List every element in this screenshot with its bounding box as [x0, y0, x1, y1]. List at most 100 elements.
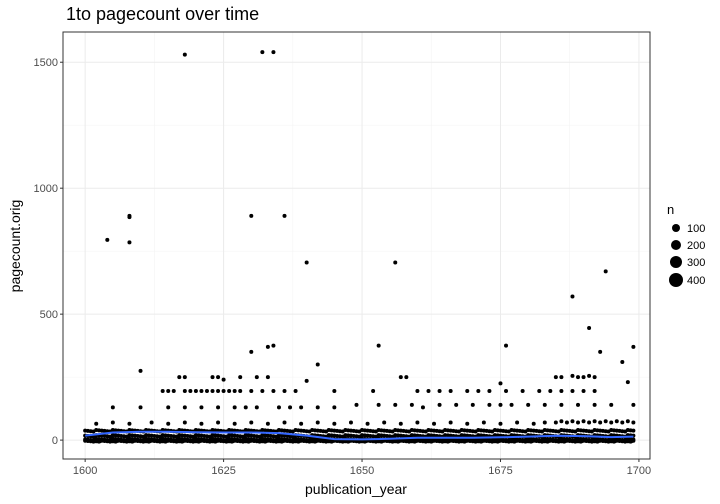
data-point	[182, 388, 187, 393]
data-point	[127, 240, 132, 245]
data-point	[581, 375, 586, 380]
data-point	[221, 377, 226, 382]
data-point	[592, 388, 597, 393]
data-point	[204, 388, 209, 393]
data-point	[420, 405, 425, 410]
data-point	[548, 388, 553, 393]
data-point	[398, 375, 403, 380]
data-point	[559, 402, 564, 407]
data-point	[304, 378, 309, 383]
data-point	[592, 419, 597, 424]
y-axis-ticks: 0 500 1000 1500	[34, 57, 63, 447]
data-point	[504, 388, 509, 393]
data-point	[110, 405, 115, 410]
data-point	[620, 360, 625, 365]
data-point	[160, 388, 165, 393]
data-point	[182, 405, 187, 410]
data-point	[299, 405, 304, 410]
data-point	[293, 388, 298, 393]
data-point	[166, 388, 171, 393]
data-point	[537, 388, 542, 393]
data-point	[127, 421, 132, 426]
band-point	[631, 438, 636, 443]
data-point	[332, 421, 337, 426]
data-point	[620, 420, 625, 425]
data-point	[581, 419, 586, 424]
data-point	[177, 375, 182, 380]
data-point	[398, 421, 403, 426]
data-point	[542, 420, 547, 425]
data-point	[437, 402, 442, 407]
data-point	[243, 405, 248, 410]
y-tick-label: 0	[52, 435, 58, 447]
data-point	[216, 375, 221, 380]
data-point	[199, 388, 204, 393]
data-point	[432, 421, 437, 426]
data-point	[581, 388, 586, 393]
data-point	[166, 421, 171, 426]
data-point	[216, 388, 221, 393]
data-point	[487, 402, 492, 407]
data-point	[603, 269, 608, 274]
data-point	[393, 402, 398, 407]
panel-background	[63, 32, 650, 459]
x-tick-label: 1675	[488, 465, 512, 477]
y-tick-label: 500	[40, 309, 58, 321]
data-point	[404, 375, 409, 380]
data-point	[481, 420, 486, 425]
data-point	[249, 349, 254, 354]
data-point	[249, 420, 254, 425]
data-point	[448, 388, 453, 393]
band-point	[631, 428, 636, 433]
legend-title: n	[667, 202, 674, 217]
data-point	[188, 388, 193, 393]
data-point	[498, 421, 503, 426]
plot-panel	[62, 31, 651, 460]
data-point	[299, 421, 304, 426]
data-point	[631, 402, 636, 407]
data-point	[476, 388, 481, 393]
data-point	[382, 420, 387, 425]
data-point	[271, 343, 276, 348]
data-point	[282, 420, 287, 425]
legend-key-400	[669, 273, 683, 287]
legend-key-300	[670, 256, 682, 268]
data-point	[182, 375, 187, 380]
data-point	[576, 375, 581, 380]
data-point	[498, 381, 503, 386]
data-point	[348, 420, 353, 425]
data-point	[199, 405, 204, 410]
y-tick-label: 1500	[34, 57, 58, 69]
data-point	[171, 388, 176, 393]
data-point	[625, 380, 630, 385]
data-point	[531, 421, 536, 426]
data-point	[415, 420, 420, 425]
data-point	[576, 420, 581, 425]
data-point	[520, 388, 525, 393]
data-point	[437, 388, 442, 393]
x-axis-ticks: 1600 1625 1650 1675 1700	[73, 459, 651, 477]
data-point	[576, 402, 581, 407]
data-point	[354, 402, 359, 407]
data-point	[559, 375, 564, 380]
data-point	[238, 388, 243, 393]
data-point	[592, 402, 597, 407]
data-point	[110, 420, 115, 425]
data-point	[465, 388, 470, 393]
panel-border	[62, 31, 651, 460]
data-point	[564, 420, 569, 425]
data-point	[598, 349, 603, 354]
data-point	[94, 421, 99, 426]
data-point	[587, 373, 592, 378]
data-point	[249, 213, 254, 218]
data-point	[570, 388, 575, 393]
data-point	[509, 402, 514, 407]
y-tick-label: 1000	[34, 183, 58, 195]
data-point	[487, 388, 492, 393]
data-point	[609, 402, 614, 407]
data-point	[288, 405, 293, 410]
data-point	[631, 344, 636, 349]
data-point	[282, 388, 287, 393]
data-point	[393, 260, 398, 265]
